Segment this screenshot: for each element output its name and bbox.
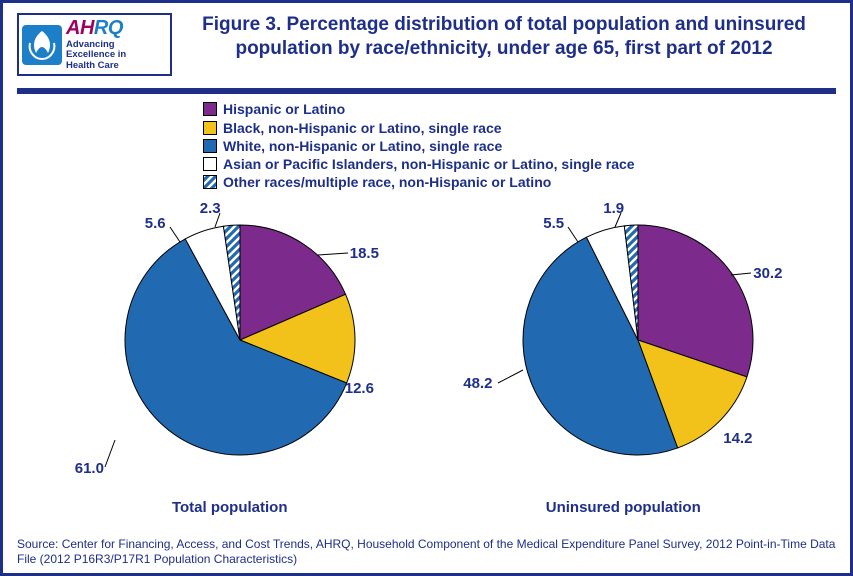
leader-line: [498, 370, 523, 383]
legend-swatch: [203, 157, 217, 171]
leader-line: [568, 227, 578, 242]
chart-title: Total population: [50, 499, 410, 516]
chart: 18.5 12.6 61.0 5.6 2.3 Total population: [50, 195, 410, 516]
legend: Hispanic or LatinoBlack, non-Hispanic or…: [203, 100, 850, 191]
pie-label: 18.5: [350, 245, 379, 262]
legend-label: Hispanic or Latino: [223, 100, 345, 118]
leader-line: [318, 253, 348, 255]
legend-item: Black, non-Hispanic or Latino, single ra…: [203, 119, 850, 137]
pie-label: 5.5: [543, 215, 564, 232]
ahrq-logo: AHRQ Advancing Excellence in Health Care: [17, 13, 172, 76]
pie-label: 61.0: [75, 460, 104, 477]
ahrq-tagline: Advancing Excellence in Health Care: [66, 40, 126, 71]
pie-label: 14.2: [723, 430, 752, 447]
legend-label: Asian or Pacific Islanders, non-Hispanic…: [223, 155, 635, 173]
pie-label: 1.9: [603, 200, 624, 217]
header-rule: [17, 88, 836, 94]
hhs-icon: [22, 25, 62, 65]
legend-swatch: [203, 102, 217, 116]
legend-item: Other races/multiple race, non-Hispanic …: [203, 173, 850, 191]
leader-line: [731, 273, 751, 275]
legend-item: Hispanic or Latino: [203, 100, 850, 118]
pie-label: 30.2: [753, 265, 782, 282]
leader-line: [105, 440, 115, 467]
chart: 30.2 14.2 48.2 5.5 1.9 Uninsured population: [443, 195, 803, 516]
leader-line: [170, 227, 180, 242]
legend-item: White, non-Hispanic or Latino, single ra…: [203, 137, 850, 155]
legend-swatch: [203, 121, 217, 135]
chart-title: Uninsured population: [443, 499, 803, 516]
charts-area: 18.5 12.6 61.0 5.6 2.3 Total population 30.2 1…: [3, 195, 850, 516]
pie-label: 48.2: [463, 375, 492, 392]
legend-item: Asian or Pacific Islanders, non-Hispanic…: [203, 155, 850, 173]
legend-swatch: [203, 139, 217, 153]
pie-label: 5.6: [145, 215, 166, 232]
pie-chart: 30.2 14.2 48.2 5.5 1.9: [443, 195, 803, 495]
logo-block: AHRQ Advancing Excellence in Health Care: [17, 13, 172, 76]
legend-label: White, non-Hispanic or Latino, single ra…: [223, 137, 502, 155]
legend-label: Other races/multiple race, non-Hispanic …: [223, 173, 551, 191]
ahrq-text: AHRQ Advancing Excellence in Health Care: [66, 18, 126, 71]
pie-chart: 18.5 12.6 61.0 5.6 2.3: [50, 195, 410, 495]
pie-label: 12.6: [345, 380, 374, 397]
figure-title: Figure 3. Percentage distribution of tot…: [172, 13, 836, 61]
legend-label: Black, non-Hispanic or Latino, single ra…: [223, 119, 502, 137]
header: AHRQ Advancing Excellence in Health Care…: [3, 3, 850, 84]
ahrq-brand: AHRQ: [66, 18, 126, 38]
source-note: Source: Center for Financing, Access, an…: [17, 537, 836, 567]
pie-label: 2.3: [200, 200, 221, 217]
